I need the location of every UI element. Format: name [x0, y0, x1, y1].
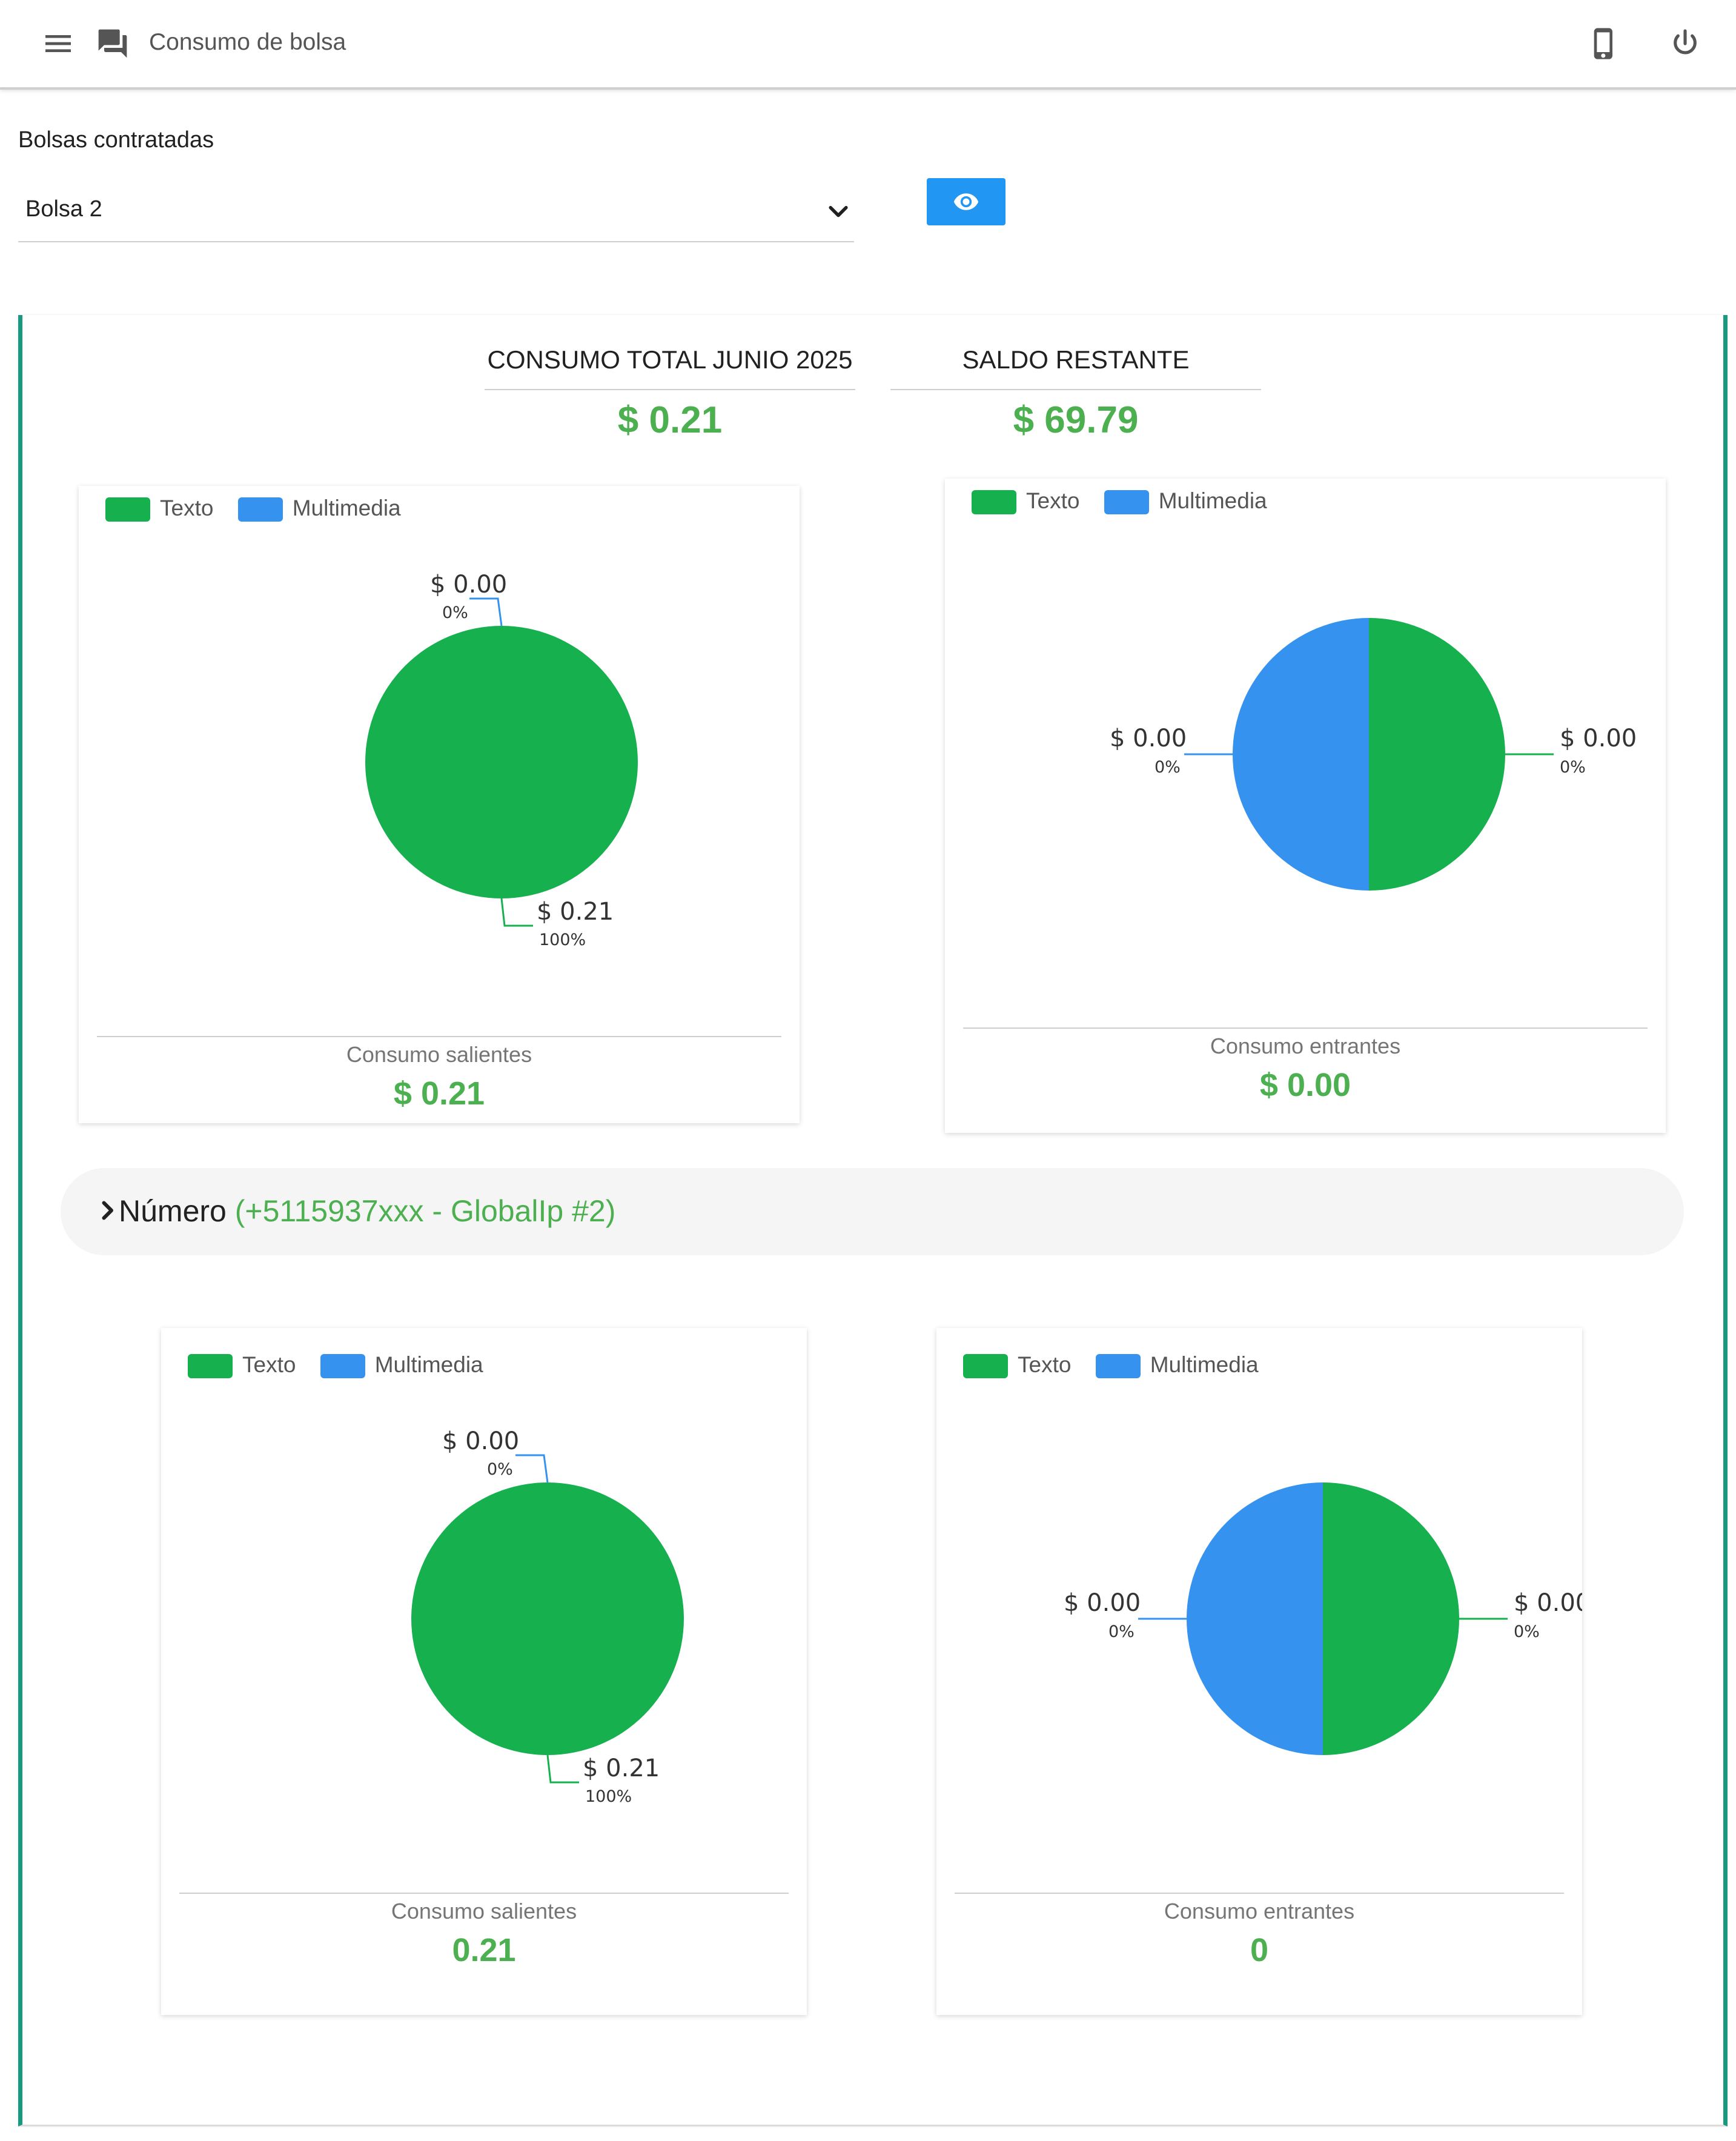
legend-item-texto[interactable]: Texto — [972, 488, 1079, 514]
view-button[interactable] — [927, 178, 1005, 225]
chart-card-salientes: Texto Multimedia $ 0.00 0% $ 0.21 100% C… — [79, 486, 800, 1123]
card-divider — [963, 1027, 1648, 1029]
pie-slice-multimedia[interactable] — [1233, 618, 1369, 891]
chat-icon — [98, 29, 127, 58]
label-line-texto — [546, 1754, 579, 1784]
number-detail: (+5115937xxx - GlobalIp #2) — [234, 1194, 616, 1228]
chart-card-entrantes-number: Texto Multimedia $ 0.00 0% $ 0.00 0% Con… — [936, 1328, 1582, 2015]
pie-label-texto-amount: $ 0.00 — [1514, 1589, 1582, 1617]
number-label: Número (+5115937xxx - GlobalIp #2) — [119, 1194, 616, 1228]
pie-label-multimedia-amount: $ 0.00 — [1064, 1589, 1141, 1617]
pie-label-multimedia-amount: $ 0.00 — [430, 571, 507, 599]
bolsa-select-value: Bolsa 2 — [25, 196, 102, 222]
bolsa-select[interactable]: Bolsa 2 — [18, 182, 854, 242]
pie-slice-texto[interactable] — [1323, 1482, 1459, 1755]
pie-label-texto-percent: 100% — [585, 1787, 632, 1806]
chart-value: 0 — [1250, 1932, 1269, 1968]
remaining-balance-label: SALDO RESTANTE — [890, 345, 1261, 390]
pie-label-multimedia-percent: 0% — [1155, 758, 1181, 777]
page-title: Consumo de bolsa — [149, 29, 346, 55]
legend-item-texto[interactable]: Texto — [188, 1352, 296, 1378]
chevron-down-icon — [829, 205, 848, 217]
total-consumption: CONSUMO TOTAL JUNIO 2025 $ 0.21 — [485, 345, 855, 442]
pie-chart: $ 0.00 0% $ 0.21 100% — [365, 571, 638, 949]
number-expander[interactable]: Número (+5115937xxx - GlobalIp #2) — [61, 1168, 1684, 1255]
total-consumption-label: CONSUMO TOTAL JUNIO 2025 — [485, 345, 855, 390]
pie-label-texto-amount: $ 0.21 — [583, 1754, 660, 1782]
chart-value: 0.21 — [452, 1932, 516, 1968]
chart-caption: Consumo salientes — [391, 1899, 577, 1924]
bolsas-label: Bolsas contratadas — [18, 127, 214, 153]
chart-legend: Texto Multimedia — [963, 1351, 1277, 1378]
total-consumption-value: $ 0.21 — [617, 399, 723, 441]
pie-label-texto-percent: 0% — [1560, 758, 1586, 777]
legend-item-texto[interactable]: Texto — [105, 496, 213, 522]
legend-item-multimedia[interactable]: Multimedia — [1095, 1352, 1259, 1378]
top-app-bar: Consumo de bolsa — [0, 0, 1736, 90]
pie-label-texto-amount: $ 0.21 — [537, 898, 614, 926]
pie-chart: $ 0.00 0% $ 0.00 0% — [1110, 618, 1637, 891]
chart-card-entrantes: Texto Multimedia $ 0.00 0% $ 0.00 0% Con… — [945, 479, 1666, 1133]
pie-chart: $ 0.00 0% $ 0.00 0% — [1064, 1482, 1582, 1755]
chart-caption: Consumo entrantes — [1210, 1034, 1401, 1058]
pie-label-multimedia-percent: 0% — [487, 1460, 513, 1479]
chart-legend: Texto Multimedia — [972, 487, 1285, 514]
label-line-texto — [500, 898, 533, 927]
menu-icon[interactable] — [41, 27, 75, 61]
legend-item-multimedia[interactable]: Multimedia — [1104, 488, 1267, 514]
consumption-panel — [18, 315, 1728, 2126]
card-divider — [97, 1036, 781, 1037]
pie-label-multimedia-amount: $ 0.00 — [1110, 725, 1187, 752]
remaining-balance-value: $ 69.79 — [1013, 399, 1139, 441]
chart-value: $ 0.00 — [1259, 1067, 1351, 1103]
phone-icon[interactable] — [1587, 27, 1621, 61]
label-line-multimedia — [515, 1454, 549, 1483]
legend-item-multimedia[interactable]: Multimedia — [237, 496, 401, 522]
pie-chart: $ 0.00 0% $ 0.21 100% — [411, 1427, 684, 1806]
chart-legend: Texto Multimedia — [105, 494, 419, 522]
pie-label-texto-percent: 0% — [1514, 1622, 1540, 1641]
pie-label-multimedia-percent: 0% — [1108, 1622, 1135, 1641]
chart-value: $ 0.21 — [393, 1075, 485, 1112]
chart-caption: Consumo entrantes — [1164, 1899, 1355, 1924]
pie-label-texto-percent: 100% — [539, 931, 586, 949]
remaining-balance: SALDO RESTANTE $ 69.79 — [890, 345, 1261, 442]
pie-label-multimedia-amount: $ 0.00 — [442, 1427, 519, 1455]
power-icon[interactable] — [1668, 27, 1702, 61]
chart-card-salientes-number: Texto Multimedia $ 0.00 0% $ 0.21 100% C… — [161, 1328, 807, 2015]
legend-item-multimedia[interactable]: Multimedia — [320, 1352, 483, 1378]
pie-slice-multimedia[interactable] — [1187, 1482, 1323, 1755]
pie-slice-texto[interactable] — [365, 626, 638, 898]
card-divider — [955, 1893, 1564, 1894]
pie-label-multimedia-percent: 0% — [442, 603, 468, 622]
chart-caption: Consumo salientes — [346, 1042, 532, 1067]
chevron-right-icon — [102, 1201, 113, 1220]
pie-slice-texto[interactable] — [1369, 618, 1505, 891]
pie-label-texto-amount: $ 0.00 — [1560, 725, 1637, 752]
label-line-multimedia — [469, 597, 503, 626]
chart-legend: Texto Multimedia — [188, 1351, 502, 1378]
legend-item-texto[interactable]: Texto — [963, 1352, 1071, 1378]
pie-slice-texto[interactable] — [411, 1482, 684, 1755]
card-divider — [179, 1893, 789, 1894]
eye-icon — [953, 193, 979, 210]
